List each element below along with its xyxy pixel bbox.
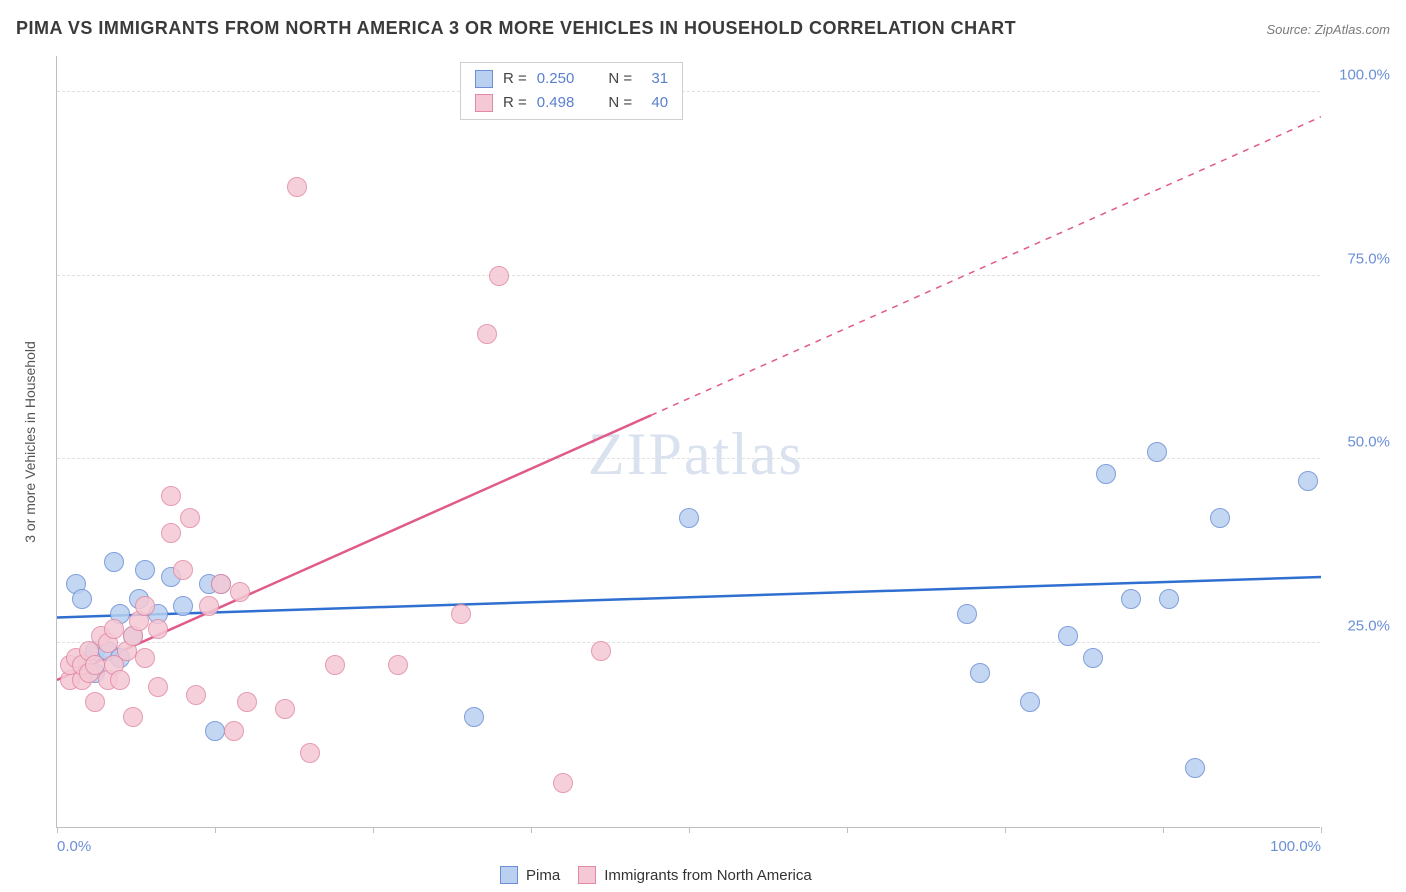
- data-point-pima: [205, 721, 225, 741]
- y-axis-title: 3 or more Vehicles in Household: [22, 341, 38, 543]
- data-point-immigrants: [199, 596, 219, 616]
- data-point-immigrants: [287, 177, 307, 197]
- x-tick-label: 100.0%: [1270, 838, 1321, 855]
- title-bar: PIMA VS IMMIGRANTS FROM NORTH AMERICA 3 …: [16, 18, 1390, 39]
- trendline-extrapolated-immigrants: [651, 117, 1321, 415]
- series-legend: Pima Immigrants from North America: [500, 866, 812, 884]
- data-point-pima: [1083, 648, 1103, 668]
- trendline-immigrants: [57, 415, 651, 680]
- data-point-pima: [104, 552, 124, 572]
- legend-r-label: R =: [503, 91, 527, 115]
- data-point-immigrants: [148, 677, 168, 697]
- legend-n-label: N =: [608, 67, 632, 91]
- x-tick-label: 0.0%: [57, 838, 91, 855]
- legend-swatch-pima: [500, 866, 518, 884]
- data-point-pima: [1185, 758, 1205, 778]
- data-point-pima: [1147, 442, 1167, 462]
- data-point-immigrants: [300, 743, 320, 763]
- x-tick-mark: [847, 827, 848, 833]
- y-tick-label: 75.0%: [1330, 250, 1390, 267]
- data-point-immigrants: [135, 596, 155, 616]
- data-point-immigrants: [591, 641, 611, 661]
- data-point-pima: [1159, 589, 1179, 609]
- legend-swatch-immigrants: [578, 866, 596, 884]
- data-point-immigrants: [275, 699, 295, 719]
- data-point-immigrants: [325, 655, 345, 675]
- data-point-pima: [72, 589, 92, 609]
- x-tick-mark: [57, 827, 58, 833]
- legend-item-immigrants: Immigrants from North America: [578, 866, 812, 884]
- correlation-legend: R = 0.250 N = 31 R = 0.498 N = 40: [460, 62, 683, 120]
- data-point-pima: [1020, 692, 1040, 712]
- legend-n-label: N =: [608, 91, 632, 115]
- legend-r-label: R =: [503, 67, 527, 91]
- data-point-pima: [1298, 471, 1318, 491]
- x-tick-mark: [1005, 827, 1006, 833]
- data-point-immigrants: [211, 574, 231, 594]
- legend-label-immigrants: Immigrants from North America: [604, 867, 812, 884]
- data-point-pima: [970, 663, 990, 683]
- data-point-immigrants: [553, 773, 573, 793]
- x-tick-mark: [689, 827, 690, 833]
- data-point-immigrants: [477, 324, 497, 344]
- data-point-pima: [135, 560, 155, 580]
- data-point-pima: [1210, 508, 1230, 528]
- data-point-immigrants: [135, 648, 155, 668]
- data-point-immigrants: [237, 692, 257, 712]
- legend-n-value-immigrants: 40: [642, 91, 668, 115]
- x-tick-mark: [1321, 827, 1322, 833]
- data-point-pima: [1096, 464, 1116, 484]
- legend-row-immigrants: R = 0.498 N = 40: [475, 91, 668, 115]
- data-point-pima: [464, 707, 484, 727]
- data-point-immigrants: [173, 560, 193, 580]
- data-point-immigrants: [388, 655, 408, 675]
- data-point-immigrants: [110, 670, 130, 690]
- data-point-pima: [679, 508, 699, 528]
- data-point-immigrants: [224, 721, 244, 741]
- plot-area: 25.0%50.0%75.0%100.0%0.0%100.0%ZIPatlas: [56, 56, 1320, 828]
- data-point-immigrants: [451, 604, 471, 624]
- data-point-pima: [1058, 626, 1078, 646]
- y-tick-label: 100.0%: [1330, 66, 1390, 83]
- chart-title: PIMA VS IMMIGRANTS FROM NORTH AMERICA 3 …: [16, 18, 1016, 39]
- data-point-immigrants: [123, 707, 143, 727]
- source-attribution: Source: ZipAtlas.com: [1266, 22, 1390, 37]
- legend-swatch-immigrants: [475, 94, 493, 112]
- data-point-pima: [957, 604, 977, 624]
- chart-container: { "title": "PIMA VS IMMIGRANTS FROM NORT…: [0, 0, 1406, 892]
- data-point-immigrants: [230, 582, 250, 602]
- legend-label-pima: Pima: [526, 867, 560, 884]
- data-point-immigrants: [180, 508, 200, 528]
- data-point-immigrants: [161, 523, 181, 543]
- x-tick-mark: [531, 827, 532, 833]
- legend-swatch-pima: [475, 70, 493, 88]
- x-tick-mark: [215, 827, 216, 833]
- y-tick-label: 25.0%: [1330, 618, 1390, 635]
- data-point-immigrants: [148, 619, 168, 639]
- legend-row-pima: R = 0.250 N = 31: [475, 67, 668, 91]
- legend-item-pima: Pima: [500, 866, 560, 884]
- data-point-immigrants: [489, 266, 509, 286]
- y-tick-label: 50.0%: [1330, 434, 1390, 451]
- data-point-immigrants: [161, 486, 181, 506]
- legend-r-value-pima: 0.250: [537, 67, 575, 91]
- legend-n-value-pima: 31: [642, 67, 668, 91]
- x-tick-mark: [373, 827, 374, 833]
- data-point-pima: [173, 596, 193, 616]
- x-tick-mark: [1163, 827, 1164, 833]
- data-point-immigrants: [186, 685, 206, 705]
- data-point-pima: [1121, 589, 1141, 609]
- data-point-immigrants: [104, 619, 124, 639]
- data-point-immigrants: [85, 692, 105, 712]
- legend-r-value-immigrants: 0.498: [537, 91, 575, 115]
